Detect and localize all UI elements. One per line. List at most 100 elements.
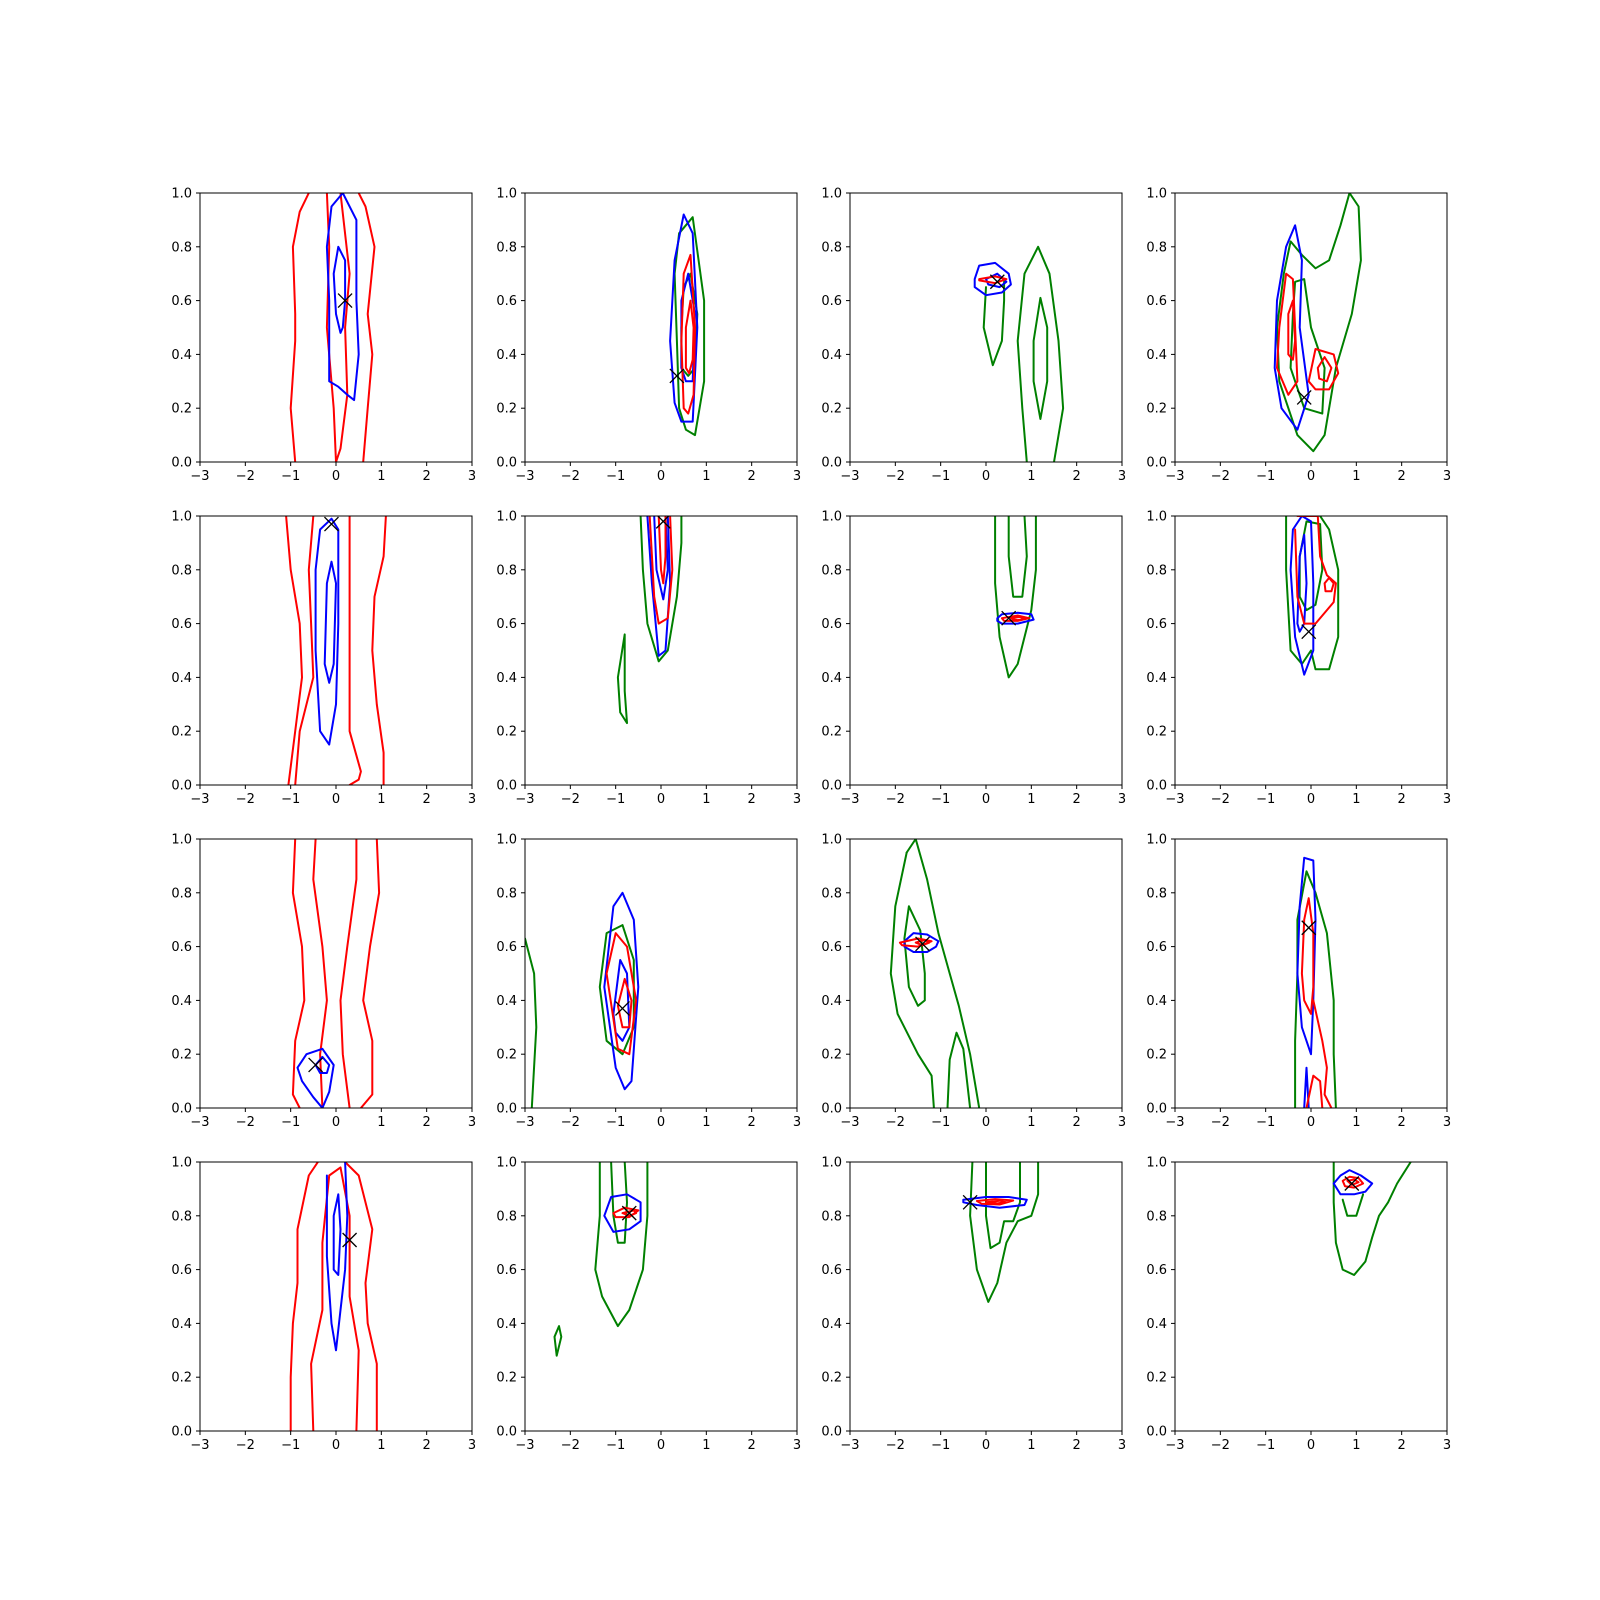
x-tick-label: −1 xyxy=(931,469,950,484)
x-tick-label: 0 xyxy=(332,469,340,484)
blue-contour-line xyxy=(903,932,940,953)
y-tick-label: 0.0 xyxy=(821,1425,842,1440)
x-tick-label: −1 xyxy=(606,792,625,807)
x-tick-label: −3 xyxy=(840,1115,859,1130)
x-tick-label: 0 xyxy=(1307,1115,1315,1130)
y-tick-label: 1.0 xyxy=(821,833,842,848)
x-tick-label: −1 xyxy=(1256,1115,1275,1130)
green-contour-line xyxy=(1341,1193,1365,1217)
x-tick-label: 2 xyxy=(1398,1115,1406,1130)
x-tick-label: −1 xyxy=(931,792,950,807)
green-contour-line xyxy=(639,516,683,663)
x-marker xyxy=(1344,1176,1360,1191)
subplot-2-0: −3 −2 −1 0 1 2 3 0.0 0.2 0.4 0.6 0.8 1.0 xyxy=(171,833,476,1131)
x-tick-label: 1 xyxy=(377,1115,385,1130)
red-contour-line xyxy=(616,977,633,1029)
red-contour-line xyxy=(657,516,667,585)
y-tick-label: 0.6 xyxy=(1146,940,1167,955)
x-tick-label: −3 xyxy=(190,1438,209,1453)
x-tick-label: 0 xyxy=(1307,792,1315,807)
plot-area xyxy=(553,1162,649,1357)
red-contour-line xyxy=(359,839,381,1108)
y-tick-label: 0.0 xyxy=(1146,779,1167,794)
y-tick-label: 0.8 xyxy=(1146,563,1167,578)
red-contour-line xyxy=(648,516,674,625)
green-contour-line xyxy=(905,839,981,1108)
y-tick-label: 0.0 xyxy=(496,779,517,794)
x-tick-label: −1 xyxy=(281,469,300,484)
y-tick-label: 0.4 xyxy=(821,994,842,1009)
y-tick-label: 0.6 xyxy=(821,617,842,632)
blue-contour-line xyxy=(332,245,347,334)
x-tick-label: −1 xyxy=(606,1115,625,1130)
red-contour-line xyxy=(1287,299,1297,361)
green-contour-line xyxy=(1289,278,1326,415)
x-tick-label: 3 xyxy=(793,1115,801,1130)
plot-area xyxy=(291,839,381,1108)
y-tick-label: 0.6 xyxy=(1146,294,1167,309)
red-contour-line xyxy=(294,516,315,785)
red-contour-line xyxy=(289,193,310,462)
subplot-1-3: −3 −2 −1 0 1 2 3 0.0 0.2 0.4 0.6 0.8 1.0 xyxy=(1146,510,1451,808)
plot-area xyxy=(525,891,640,1108)
y-tick-label: 0.6 xyxy=(1146,1263,1167,1278)
green-contour-line xyxy=(673,216,706,437)
x-tick-label: 3 xyxy=(1118,1438,1126,1453)
red-contour-line xyxy=(1312,999,1333,1108)
x-tick-label: −2 xyxy=(236,1115,255,1130)
y-tick-label: 0.8 xyxy=(496,563,517,578)
y-tick-label: 0.0 xyxy=(1146,1102,1167,1117)
y-tick-label: 0.6 xyxy=(496,617,517,632)
red-contour-line xyxy=(605,932,638,1056)
blue-contour-line xyxy=(603,891,640,1091)
y-tick-label: 0.4 xyxy=(171,671,192,686)
x-tick-label: 3 xyxy=(1118,792,1126,807)
x-tick-label: 3 xyxy=(1443,1438,1451,1453)
y-tick-label: 0.4 xyxy=(171,994,192,1009)
x-tick-label: −2 xyxy=(886,1438,905,1453)
y-tick-label: 1.0 xyxy=(171,187,192,202)
y-tick-label: 1.0 xyxy=(496,187,517,202)
y-tick-label: 0.6 xyxy=(496,294,517,309)
y-tick-label: 0.6 xyxy=(821,1263,842,1278)
y-tick-label: 0.8 xyxy=(1146,1209,1167,1224)
y-tick-label: 1.0 xyxy=(171,1156,192,1171)
x-tick-label: 1 xyxy=(702,1438,710,1453)
plot-area xyxy=(1294,856,1337,1108)
blue-contour-line xyxy=(996,611,1035,625)
x-tick-label: −1 xyxy=(931,1438,950,1453)
x-marker xyxy=(669,368,685,384)
green-contour-line xyxy=(1007,516,1028,598)
x-tick-label: 1 xyxy=(702,469,710,484)
x-tick-label: −3 xyxy=(190,792,209,807)
x-tick-label: 2 xyxy=(748,1115,756,1130)
y-tick-label: 0.2 xyxy=(1146,1048,1167,1063)
x-tick-label: −3 xyxy=(840,469,859,484)
green-contour-line xyxy=(553,1325,563,1357)
subplot-3-0: −3 −2 −1 0 1 2 3 0.0 0.2 0.4 0.6 0.8 1.0 xyxy=(171,1156,476,1454)
x-tick-label: −1 xyxy=(1256,1438,1275,1453)
blue-contour-line xyxy=(603,1193,642,1233)
y-tick-label: 0.0 xyxy=(171,1102,192,1117)
x-tick-label: 2 xyxy=(1398,1438,1406,1453)
plot-area xyxy=(889,839,981,1108)
x-marker xyxy=(308,1057,324,1073)
subplot-0-1: −3 −2 −1 0 1 2 3 0.0 0.2 0.4 0.6 0.8 1.0 xyxy=(496,187,801,485)
x-marker xyxy=(615,1001,630,1016)
x-tick-label: −3 xyxy=(515,792,534,807)
y-tick-label: 0.2 xyxy=(1146,725,1167,740)
axes-frame xyxy=(1174,1161,1448,1432)
x-tick-label: 1 xyxy=(1027,469,1035,484)
axes-frame xyxy=(524,192,798,463)
x-tick-label: 1 xyxy=(1352,1438,1360,1453)
x-tick-label: 2 xyxy=(423,469,431,484)
red-contour-line xyxy=(1300,897,1315,1015)
red-contour-line xyxy=(310,1166,360,1431)
green-contour-line xyxy=(946,1031,972,1108)
red-contour-line xyxy=(680,253,696,415)
y-tick-label: 0.8 xyxy=(496,240,517,255)
y-tick-label: 0.4 xyxy=(171,348,192,363)
blue-contour-line xyxy=(1273,224,1310,431)
axes-frame xyxy=(1174,838,1448,1109)
